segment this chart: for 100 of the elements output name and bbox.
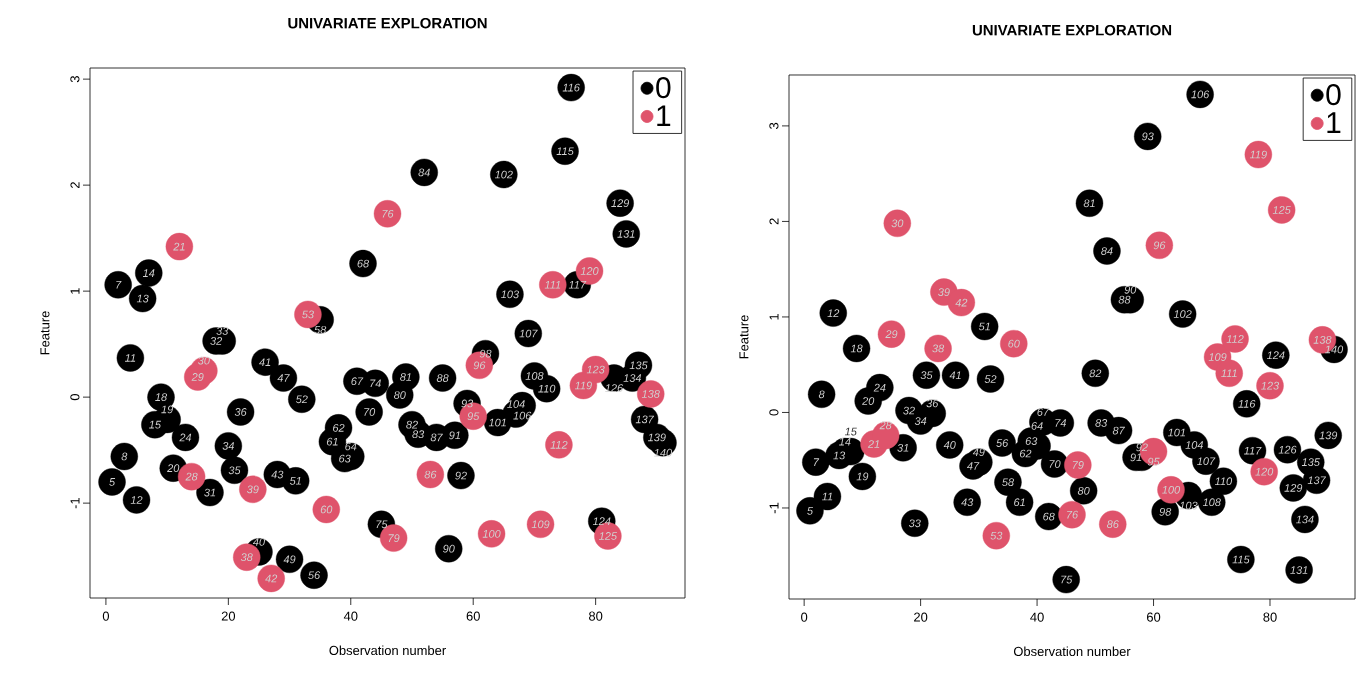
annotation: 62: [333, 424, 345, 432]
annotation: 15: [149, 420, 162, 429]
annotation: 39: [938, 288, 950, 296]
x-axis-title: Observation number: [1013, 646, 1131, 657]
chart-title: UNIVARIATE EXPLORATION: [288, 17, 487, 29]
annotation: 52: [295, 395, 308, 404]
x-tick-label: 80: [589, 611, 603, 621]
annotation: 15: [844, 427, 857, 436]
legend-label: 0: [656, 77, 671, 99]
annotation: 88: [1118, 295, 1131, 304]
annotation: 63: [339, 454, 351, 463]
annotation: 60: [1008, 339, 1020, 348]
annotation: 123: [1261, 381, 1280, 390]
annotation: 62: [1019, 449, 1032, 458]
annotation: 131: [1290, 566, 1308, 574]
annotation: 68: [357, 259, 370, 268]
annotation: 126: [605, 384, 624, 392]
annotation: 96: [473, 361, 486, 370]
annotation: 116: [562, 83, 580, 92]
annotation: 119: [574, 381, 592, 390]
y-tick-label: -1: [70, 498, 80, 509]
x-tick-label: 80: [1263, 612, 1277, 622]
x-tick-label: 40: [343, 611, 358, 621]
annotation: 106: [1191, 90, 1210, 99]
annotation: 43: [271, 470, 284, 479]
annotation: 38: [240, 553, 253, 562]
annotation: 131: [617, 230, 635, 238]
annotation: 18: [850, 344, 863, 353]
annotation: 8: [121, 452, 128, 461]
legend-label: 0: [1326, 84, 1341, 106]
annotation: 34: [222, 442, 235, 450]
annotation: 102: [494, 170, 513, 179]
annotation: 91: [1130, 453, 1142, 462]
annotation: 56: [996, 439, 1009, 447]
annotation: 58: [1002, 478, 1014, 487]
annotation: 67: [351, 377, 364, 386]
annotation: 129: [1284, 484, 1303, 492]
y-axis-title: Feature: [739, 315, 749, 359]
annotation: 137: [635, 415, 655, 424]
annotation: 21: [173, 242, 185, 251]
annotation: 135: [629, 361, 648, 370]
annotation: 31: [204, 488, 216, 497]
annotation: 104: [1185, 441, 1204, 449]
annotation: 13: [833, 451, 846, 460]
annotation: 41: [259, 358, 271, 366]
annotation: 134: [623, 374, 642, 382]
x-tick-label: 60: [466, 611, 480, 621]
annotation: 75: [376, 520, 388, 529]
annotation: 33: [908, 519, 921, 528]
annotation: 139: [647, 433, 666, 442]
annotation: 83: [412, 430, 425, 439]
annotation: 101: [1167, 428, 1186, 437]
annotation: 117: [1244, 446, 1262, 455]
annotation: 61: [326, 437, 338, 446]
annotation: 98: [1159, 507, 1172, 516]
annotation: 110: [538, 384, 556, 393]
annotation: 51: [289, 477, 301, 485]
annotation: 29: [191, 373, 204, 381]
y-tick-label: 1: [769, 313, 779, 320]
annotation: 20: [862, 397, 875, 405]
x-tick-label: 60: [1146, 612, 1161, 622]
annotation: 40: [252, 538, 265, 546]
annotation: 125: [1272, 206, 1291, 214]
annotation: 70: [364, 408, 376, 416]
annotation: 100: [482, 530, 501, 538]
annotation: 30: [891, 219, 904, 228]
annotation: 93: [1141, 132, 1154, 141]
annotation: 19: [856, 472, 869, 481]
x-tick-label: 20: [221, 611, 236, 621]
annotation: 88: [436, 374, 449, 382]
annotation: 86: [1106, 520, 1119, 529]
annotation: 64: [345, 442, 357, 451]
annotation: 82: [1089, 369, 1102, 378]
y-tick-label: 3: [70, 76, 80, 83]
annotation: 111: [544, 281, 561, 289]
annotation: 107: [1197, 457, 1216, 466]
y-tick-label: 2: [769, 218, 779, 225]
annotation: 120: [580, 267, 599, 275]
x-axis-title: Observation number: [329, 645, 446, 656]
annotation: 103: [501, 290, 519, 299]
annotation: 90: [443, 544, 455, 553]
annotation: 41: [949, 371, 961, 379]
annotation: 116: [1238, 399, 1256, 408]
annotation: 47: [966, 462, 980, 470]
annotation: 119: [1249, 150, 1267, 159]
annotation: 96: [1153, 241, 1166, 250]
annotation: 21: [867, 440, 880, 448]
y-tick-label: 2: [70, 182, 80, 189]
annotation: 76: [382, 209, 394, 218]
annotation: 39: [246, 485, 259, 494]
annotation: 67: [1037, 408, 1050, 416]
annotation: 124: [592, 517, 611, 525]
annotation: 32: [210, 337, 223, 345]
annotation: 138: [641, 390, 660, 398]
annotation: 33: [216, 327, 229, 335]
annotation: 7: [813, 458, 820, 466]
annotation: 12: [827, 309, 840, 317]
y-tick-label: -1: [769, 502, 779, 514]
legend-label: 1: [1327, 112, 1341, 133]
annotation: 47: [277, 374, 290, 382]
